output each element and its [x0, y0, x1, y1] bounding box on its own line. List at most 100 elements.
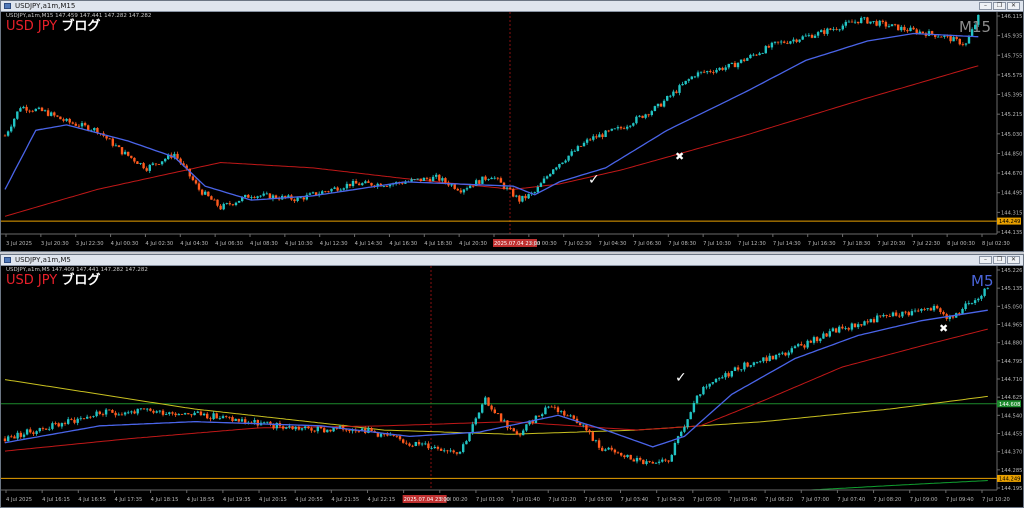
- candle-bearish: [940, 36, 943, 38]
- candle-bullish: [863, 17, 866, 19]
- candle-bullish: [644, 114, 647, 118]
- candle-bearish: [915, 29, 918, 34]
- candle-bullish: [761, 53, 764, 54]
- close-button[interactable]: ✕: [1007, 256, 1020, 264]
- time-tick-label: 7 Jul 04:30: [599, 241, 627, 247]
- price-tick-label: 144.850: [1001, 151, 1022, 157]
- candle-bullish: [433, 446, 436, 448]
- time-tick-label: 7 Jul 18:30: [843, 241, 871, 247]
- candle-bearish: [142, 163, 145, 169]
- candle-bearish: [884, 21, 888, 27]
- price-chart-m15[interactable]: 146.115 145.935 145.755 145.575 145.395 145.2…: [1, 12, 1023, 251]
- exit-cross-mark: ✖: [675, 150, 685, 163]
- candle-bullish: [521, 195, 524, 202]
- candle-bullish: [863, 321, 866, 326]
- candle-bearish: [19, 432, 22, 437]
- candle-bullish: [503, 420, 506, 422]
- candle-bullish: [645, 461, 648, 464]
- time-tick-label: 4 Jul 16:55: [78, 497, 106, 503]
- candle-bearish: [401, 182, 404, 184]
- candle-bearish: [13, 436, 16, 439]
- restore-button[interactable]: ❐: [993, 256, 1006, 264]
- candle-bearish: [327, 191, 330, 193]
- chart-window-m15[interactable]: USDJPY,a1m,M15 – ❐ ✕ 146.115 145.935 145.7…: [0, 0, 1024, 252]
- candle-bearish: [253, 197, 256, 198]
- candle-bullish: [850, 323, 854, 330]
- candle-bearish: [313, 430, 316, 432]
- candle-bullish: [420, 443, 424, 445]
- candle-bullish: [422, 177, 426, 181]
- candle-bearish: [906, 30, 909, 32]
- candle-bullish: [285, 427, 288, 429]
- price-tick-label: 145.226: [1001, 268, 1022, 274]
- candle-bullish: [410, 179, 413, 182]
- restore-button[interactable]: ❐: [993, 2, 1006, 10]
- candle-bearish: [667, 460, 670, 462]
- exit-cross-mark: ✖: [939, 322, 949, 335]
- candle-bearish: [595, 136, 598, 138]
- candle-bullish: [308, 193, 312, 195]
- candle-bullish: [212, 413, 215, 420]
- candle-bullish: [6, 131, 10, 136]
- candle-bullish: [450, 184, 453, 186]
- candle-bullish: [379, 433, 383, 437]
- brand-pair: USD JPY: [6, 273, 58, 288]
- candle-bearish: [28, 110, 31, 112]
- candle-bullish: [539, 183, 543, 187]
- candle-bullish: [253, 420, 256, 423]
- candle-bearish: [453, 184, 456, 189]
- close-button[interactable]: ✕: [1007, 2, 1020, 10]
- minimize-button[interactable]: –: [979, 256, 992, 264]
- time-tick-label: 7 Jul 10:20: [982, 497, 1010, 503]
- candle-bearish: [31, 110, 34, 112]
- candle-bearish: [531, 420, 534, 424]
- candle-bearish: [354, 181, 358, 184]
- time-tick-label: 7 Jul 07:00: [801, 497, 829, 503]
- time-tick-label: 4 Jul 2025: [6, 497, 32, 503]
- candle-bearish: [563, 411, 566, 416]
- blog-watermark: USD JPY ブログ: [6, 20, 100, 34]
- candle-bullish: [265, 193, 268, 195]
- candle-bearish: [329, 429, 332, 432]
- candle-bearish: [579, 146, 583, 147]
- title-bar[interactable]: USDJPY,a1m,M15 – ❐ ✕: [1, 1, 1023, 12]
- time-tick-label: 7 Jul 02:20: [548, 497, 576, 503]
- candle-bullish: [780, 41, 783, 43]
- candle-bearish: [456, 188, 459, 191]
- price-tick-label: 144.135: [1001, 230, 1022, 236]
- candle-bearish: [228, 416, 231, 418]
- candle-bullish: [549, 174, 552, 177]
- price-tick-label: 144.195: [1001, 486, 1022, 492]
- candle-bullish: [449, 450, 452, 452]
- price-chart-m5[interactable]: 145.226 145.135 145.050 144.965 144.880 144.7…: [1, 266, 1023, 507]
- candle-bullish: [961, 309, 964, 314]
- minimize-button[interactable]: –: [979, 2, 992, 10]
- candle-bearish: [601, 134, 604, 137]
- candle-bullish: [288, 426, 291, 428]
- candle-bearish: [736, 367, 740, 370]
- candle-bearish: [358, 183, 361, 186]
- candle-bearish: [216, 199, 219, 206]
- candle-bearish: [709, 71, 712, 72]
- candle-bullish: [626, 126, 629, 129]
- candle-bullish: [262, 422, 266, 424]
- time-tick-label: 7 Jul 01:00: [476, 497, 504, 503]
- candle-bearish: [29, 429, 32, 433]
- candle-bullish: [887, 26, 891, 27]
- candle-bullish: [629, 125, 632, 127]
- candle-bullish: [10, 126, 13, 132]
- candle-bullish: [714, 379, 718, 383]
- candle-bullish: [146, 408, 149, 410]
- candle-bearish: [357, 431, 361, 432]
- candle-bullish: [37, 107, 41, 109]
- candle-bullish: [468, 433, 471, 442]
- candle-bullish: [876, 315, 879, 323]
- candle-bearish: [194, 180, 198, 184]
- candle-bullish: [465, 441, 468, 445]
- candle-bearish: [383, 433, 386, 435]
- candle-bullish: [826, 28, 829, 34]
- candle-bullish: [376, 183, 379, 187]
- candle-bearish: [237, 418, 240, 422]
- chart-window-m5[interactable]: USDJPY,a1m,M5 – ❐ ✕ 145.226 145.135 145.05…: [0, 254, 1024, 508]
- title-bar[interactable]: USDJPY,a1m,M5 – ❐ ✕: [1, 255, 1023, 266]
